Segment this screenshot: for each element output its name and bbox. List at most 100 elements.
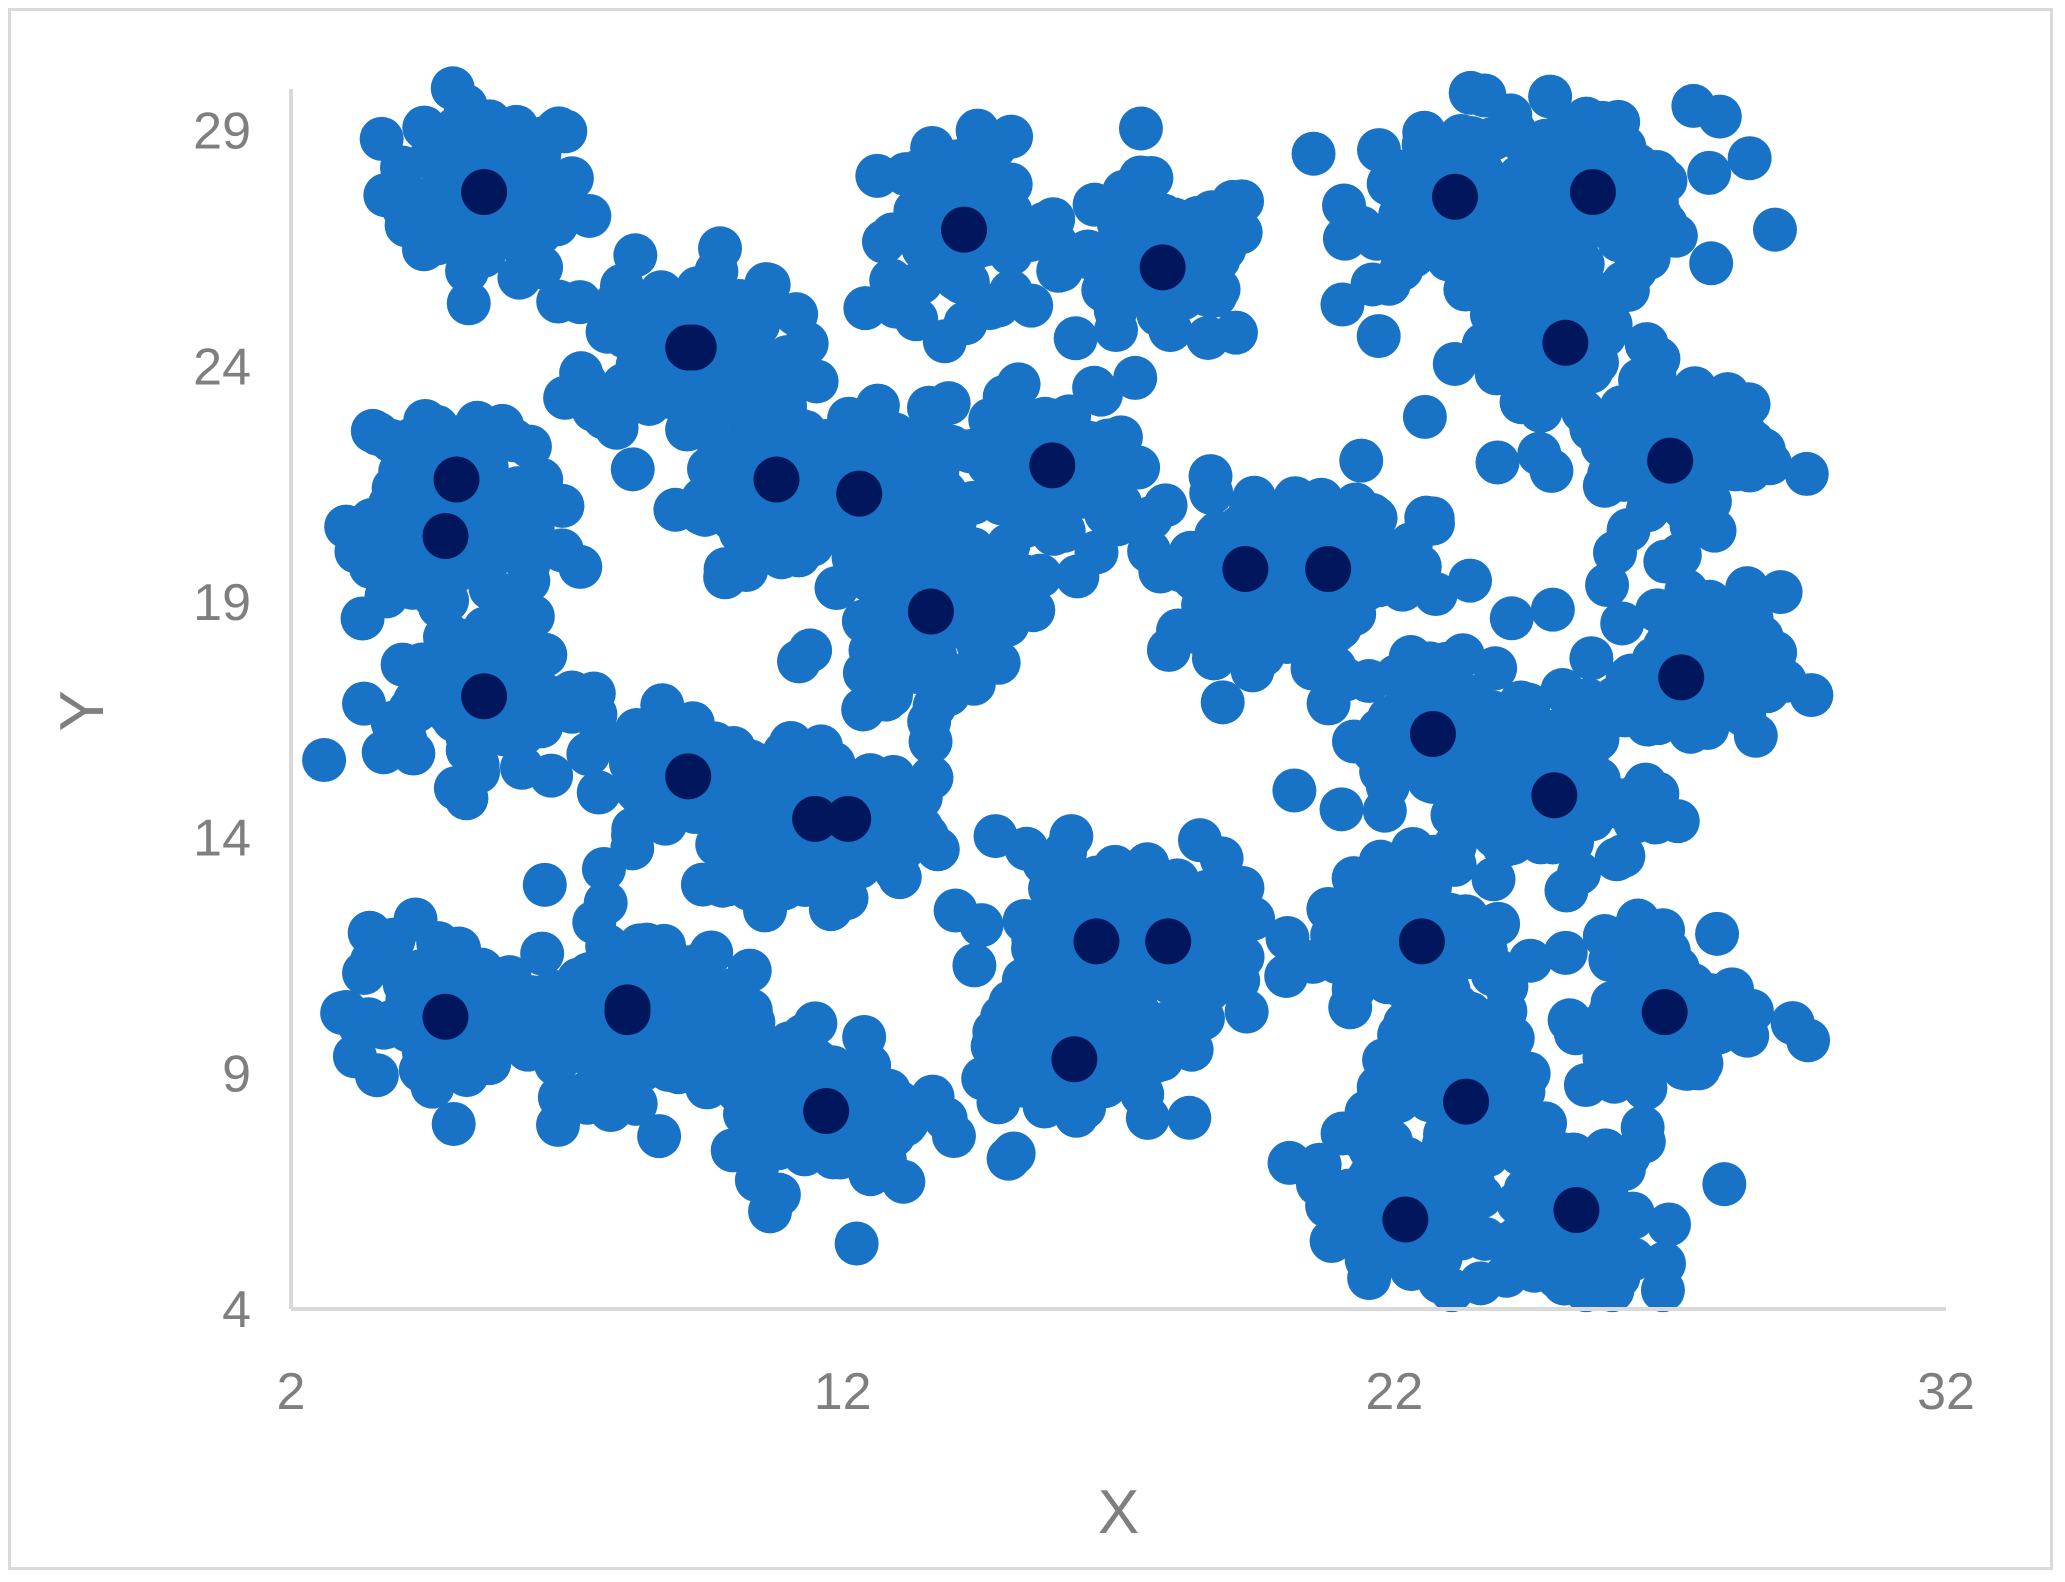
data-point: [976, 1080, 1021, 1125]
data-point: [1076, 431, 1121, 476]
data-point: [1597, 778, 1642, 823]
data-point: [493, 994, 538, 1039]
centroid-point: [1409, 710, 1456, 757]
data-point: [576, 770, 621, 815]
data-point: [908, 719, 953, 764]
data-point: [938, 561, 983, 606]
data-point: [1489, 596, 1534, 641]
data-point: [1092, 844, 1137, 889]
data-point: [1116, 445, 1161, 490]
y-tick-label: 9: [222, 1045, 251, 1103]
chart-frame: 2 12 22 32 4 9 14 19 24 29 X Y: [8, 8, 2053, 1570]
data-point: [1471, 857, 1516, 902]
data-point: [430, 66, 475, 111]
centroid-point: [792, 795, 839, 842]
data-point: [883, 1102, 928, 1147]
data-point: [1484, 1253, 1529, 1298]
data-point: [742, 888, 787, 933]
data-point: [952, 943, 997, 988]
data-point: [1530, 587, 1575, 632]
data-point: [1184, 260, 1229, 305]
data-point: [1542, 729, 1587, 774]
data-point: [1596, 99, 1641, 144]
data-point: [1551, 105, 1596, 150]
data-point: [1659, 402, 1704, 447]
data-point: [1272, 768, 1317, 813]
data-point: [1397, 544, 1442, 589]
centroid-point: [836, 470, 883, 517]
data-point: [581, 846, 626, 891]
data-point: [431, 1101, 476, 1146]
data-point: [869, 258, 914, 303]
data-point: [398, 1048, 443, 1093]
data-point: [1695, 911, 1740, 956]
data-point: [1369, 729, 1414, 774]
centroid-point: [1569, 168, 1616, 215]
centroid-point: [1139, 244, 1186, 291]
data-point: [774, 292, 819, 337]
data-point: [359, 116, 404, 161]
data-point: [583, 880, 628, 925]
data-point: [866, 1068, 911, 1113]
data-point: [302, 738, 347, 783]
centroid-point: [1145, 918, 1192, 965]
data-point: [1094, 308, 1139, 353]
data-point: [571, 671, 616, 716]
data-point: [1501, 1097, 1546, 1142]
centroid-point: [803, 1088, 850, 1135]
data-point: [1654, 608, 1699, 653]
data-point: [1490, 1016, 1535, 1061]
data-point: [945, 602, 990, 647]
data-point: [1356, 1227, 1401, 1272]
x-tick-labels: 2 12 22 32: [277, 1363, 1975, 1421]
data-point: [1475, 440, 1520, 485]
y-tick-labels: 4 9 14 19 24 29: [193, 103, 251, 1339]
data-point: [1697, 94, 1742, 139]
data-point: [1009, 283, 1054, 328]
data-point: [610, 812, 655, 857]
data-point: [881, 1159, 926, 1204]
data-point: [1543, 930, 1588, 975]
data-point: [1155, 958, 1200, 1003]
data-point: [1522, 129, 1567, 174]
data-point: [1601, 833, 1646, 878]
data-point: [1189, 547, 1234, 592]
data-point: [1356, 314, 1401, 359]
data-point: [988, 162, 1033, 207]
data-point: [504, 115, 549, 160]
data-point: [959, 903, 1004, 948]
data-point: [376, 520, 421, 565]
data-point: [479, 708, 524, 753]
data-point: [380, 642, 425, 687]
data-point: [1014, 1068, 1059, 1113]
data-point: [1554, 214, 1599, 259]
data-point: [522, 862, 567, 907]
y-tick-label: 4: [222, 1281, 251, 1339]
data-point: [793, 1001, 838, 1046]
data-point: [1118, 106, 1163, 151]
data-point: [403, 398, 448, 443]
y-tick-label: 24: [193, 338, 251, 396]
centroid-point: [753, 456, 800, 503]
data-point: [1331, 856, 1376, 901]
centroid-point: [1658, 654, 1705, 701]
data-point: [719, 779, 764, 824]
data-point: [1396, 862, 1441, 907]
data-point: [922, 145, 967, 190]
data-point: [1102, 169, 1147, 214]
data-points: [302, 66, 1834, 1313]
data-point: [1579, 702, 1624, 747]
data-point: [1689, 241, 1734, 286]
centroid-point: [1647, 437, 1694, 484]
data-point: [672, 275, 717, 320]
data-point: [1346, 659, 1391, 704]
data-point: [499, 745, 544, 790]
data-point: [1678, 973, 1723, 1018]
data-point: [446, 281, 491, 326]
data-point: [1424, 641, 1469, 686]
data-point: [818, 1135, 863, 1180]
data-point: [1138, 1002, 1183, 1047]
data-point: [985, 602, 1030, 647]
data-point: [1547, 279, 1592, 324]
data-point: [1332, 591, 1377, 636]
